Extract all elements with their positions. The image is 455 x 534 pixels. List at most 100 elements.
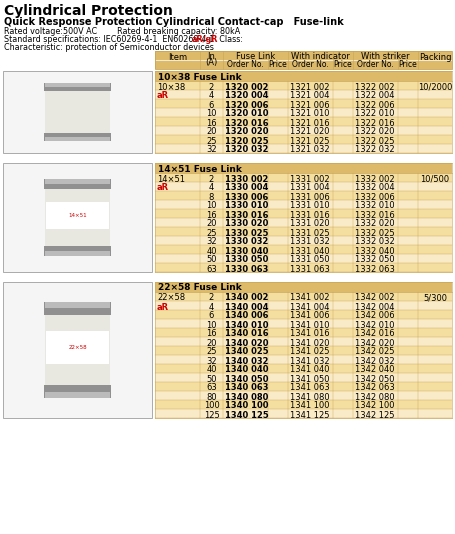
Text: 1342 002: 1342 002 [355, 294, 394, 302]
Text: Order No.: Order No. [227, 60, 264, 69]
Text: 4: 4 [209, 184, 214, 192]
Text: 14×51: 14×51 [157, 175, 185, 184]
Text: 2: 2 [209, 175, 214, 184]
Bar [155, 227, 452, 236]
Text: With striker: With striker [361, 52, 410, 61]
Text: 1332 025: 1332 025 [355, 229, 394, 238]
Text: 1320 010: 1320 010 [225, 109, 268, 119]
Text: 1342 010: 1342 010 [355, 320, 394, 329]
Bar [155, 173, 452, 182]
Text: 1322 002: 1322 002 [355, 82, 394, 91]
Text: 10/2000: 10/2000 [418, 82, 452, 91]
Bar [155, 355, 452, 364]
Bar [44, 385, 111, 398]
Text: 1332 004: 1332 004 [355, 184, 394, 192]
Text: 1332 032: 1332 032 [355, 238, 395, 247]
Text: 5/300: 5/300 [423, 294, 447, 302]
Text: 80: 80 [206, 392, 217, 402]
Bar [155, 163, 452, 173]
Text: 25: 25 [206, 137, 217, 145]
Text: 1321 032: 1321 032 [290, 145, 329, 154]
Text: 50: 50 [206, 255, 217, 264]
Text: 16: 16 [206, 329, 217, 339]
Text: 20: 20 [206, 339, 217, 348]
Text: 2: 2 [209, 294, 214, 302]
Text: 1332 016: 1332 016 [355, 210, 395, 219]
Bar [155, 209, 452, 218]
Text: 20: 20 [206, 219, 217, 229]
Text: 1342 016: 1342 016 [355, 329, 394, 339]
Text: 1340 002: 1340 002 [225, 294, 268, 302]
Bar [45, 314, 110, 386]
Text: 1342 040: 1342 040 [355, 365, 394, 374]
Text: 14×51 Fuse Link: 14×51 Fuse Link [158, 164, 242, 174]
Text: 1340 010: 1340 010 [225, 320, 268, 329]
Text: 1320 002: 1320 002 [225, 82, 268, 91]
Bar [155, 382, 452, 391]
Bar [155, 71, 452, 81]
Text: 1330 004: 1330 004 [225, 184, 268, 192]
Text: 1320 006: 1320 006 [225, 100, 268, 109]
Text: aR: aR [157, 184, 169, 192]
Text: 1330 025: 1330 025 [225, 229, 268, 238]
Text: 1340 063: 1340 063 [225, 383, 268, 392]
Text: 10/500: 10/500 [420, 175, 450, 184]
Text: 1330 063: 1330 063 [225, 264, 268, 273]
Text: 6: 6 [209, 100, 214, 109]
Text: 1320 016: 1320 016 [225, 119, 268, 128]
Bar [155, 90, 452, 99]
Bar [45, 179, 110, 184]
Text: 1340 040: 1340 040 [225, 365, 268, 374]
Bar [155, 337, 452, 346]
Bar [45, 189, 110, 247]
Text: With indicator: With indicator [291, 52, 350, 61]
Text: 1330 002: 1330 002 [225, 175, 268, 184]
Text: 1330 006: 1330 006 [225, 192, 268, 201]
Text: aR/gR: aR/gR [192, 35, 218, 44]
Text: 1321 002: 1321 002 [290, 82, 329, 91]
Text: 4: 4 [209, 302, 214, 311]
Bar [155, 182, 452, 191]
Bar [155, 200, 452, 209]
Text: 25: 25 [206, 229, 217, 238]
Text: 63: 63 [206, 264, 217, 273]
Bar [155, 108, 452, 117]
Text: 1332 006: 1332 006 [355, 192, 395, 201]
Bar [45, 137, 110, 140]
Text: 1342 063: 1342 063 [355, 383, 395, 392]
Bar [155, 373, 452, 382]
Text: 16: 16 [206, 119, 217, 128]
Bar [46, 331, 109, 364]
Text: 40: 40 [206, 365, 217, 374]
Text: 1341 025: 1341 025 [290, 348, 329, 357]
Text: 1331 020: 1331 020 [290, 219, 329, 229]
Text: 1330 016: 1330 016 [225, 210, 268, 219]
Text: 1340 125: 1340 125 [225, 411, 269, 420]
Text: Fuse Link: Fuse Link [236, 52, 275, 61]
Text: Standard specifications: IEC60269-4-1  EN60269-4-1  Class:: Standard specifications: IEC60269-4-1 EN… [4, 35, 246, 44]
Text: 1341 006: 1341 006 [290, 311, 329, 320]
Text: 1330 050: 1330 050 [225, 255, 268, 264]
Text: 1331 050: 1331 050 [290, 255, 329, 264]
Bar [155, 51, 452, 69]
Text: (A): (A) [205, 58, 217, 67]
Text: 1342 050: 1342 050 [355, 374, 394, 383]
Bar [155, 245, 452, 254]
Text: Rated voltage:500V AC        Rated breaking capacity: 80kA: Rated voltage:500V AC Rated breaking cap… [4, 27, 240, 36]
Bar [155, 144, 452, 153]
Text: 1340 050: 1340 050 [225, 374, 268, 383]
Text: 1330 010: 1330 010 [225, 201, 268, 210]
Text: 25: 25 [206, 348, 217, 357]
Bar [45, 90, 110, 134]
Bar [155, 310, 452, 319]
Text: 1321 016: 1321 016 [290, 119, 329, 128]
Bar [155, 117, 452, 126]
Text: 20: 20 [206, 128, 217, 137]
Text: Order No.: Order No. [357, 60, 394, 69]
Text: 1341 080: 1341 080 [290, 392, 329, 402]
Bar [44, 246, 111, 256]
Bar [46, 202, 109, 229]
Text: Packing: Packing [419, 53, 451, 62]
Text: 1331 032: 1331 032 [290, 238, 330, 247]
Text: 1340 100: 1340 100 [225, 402, 268, 411]
